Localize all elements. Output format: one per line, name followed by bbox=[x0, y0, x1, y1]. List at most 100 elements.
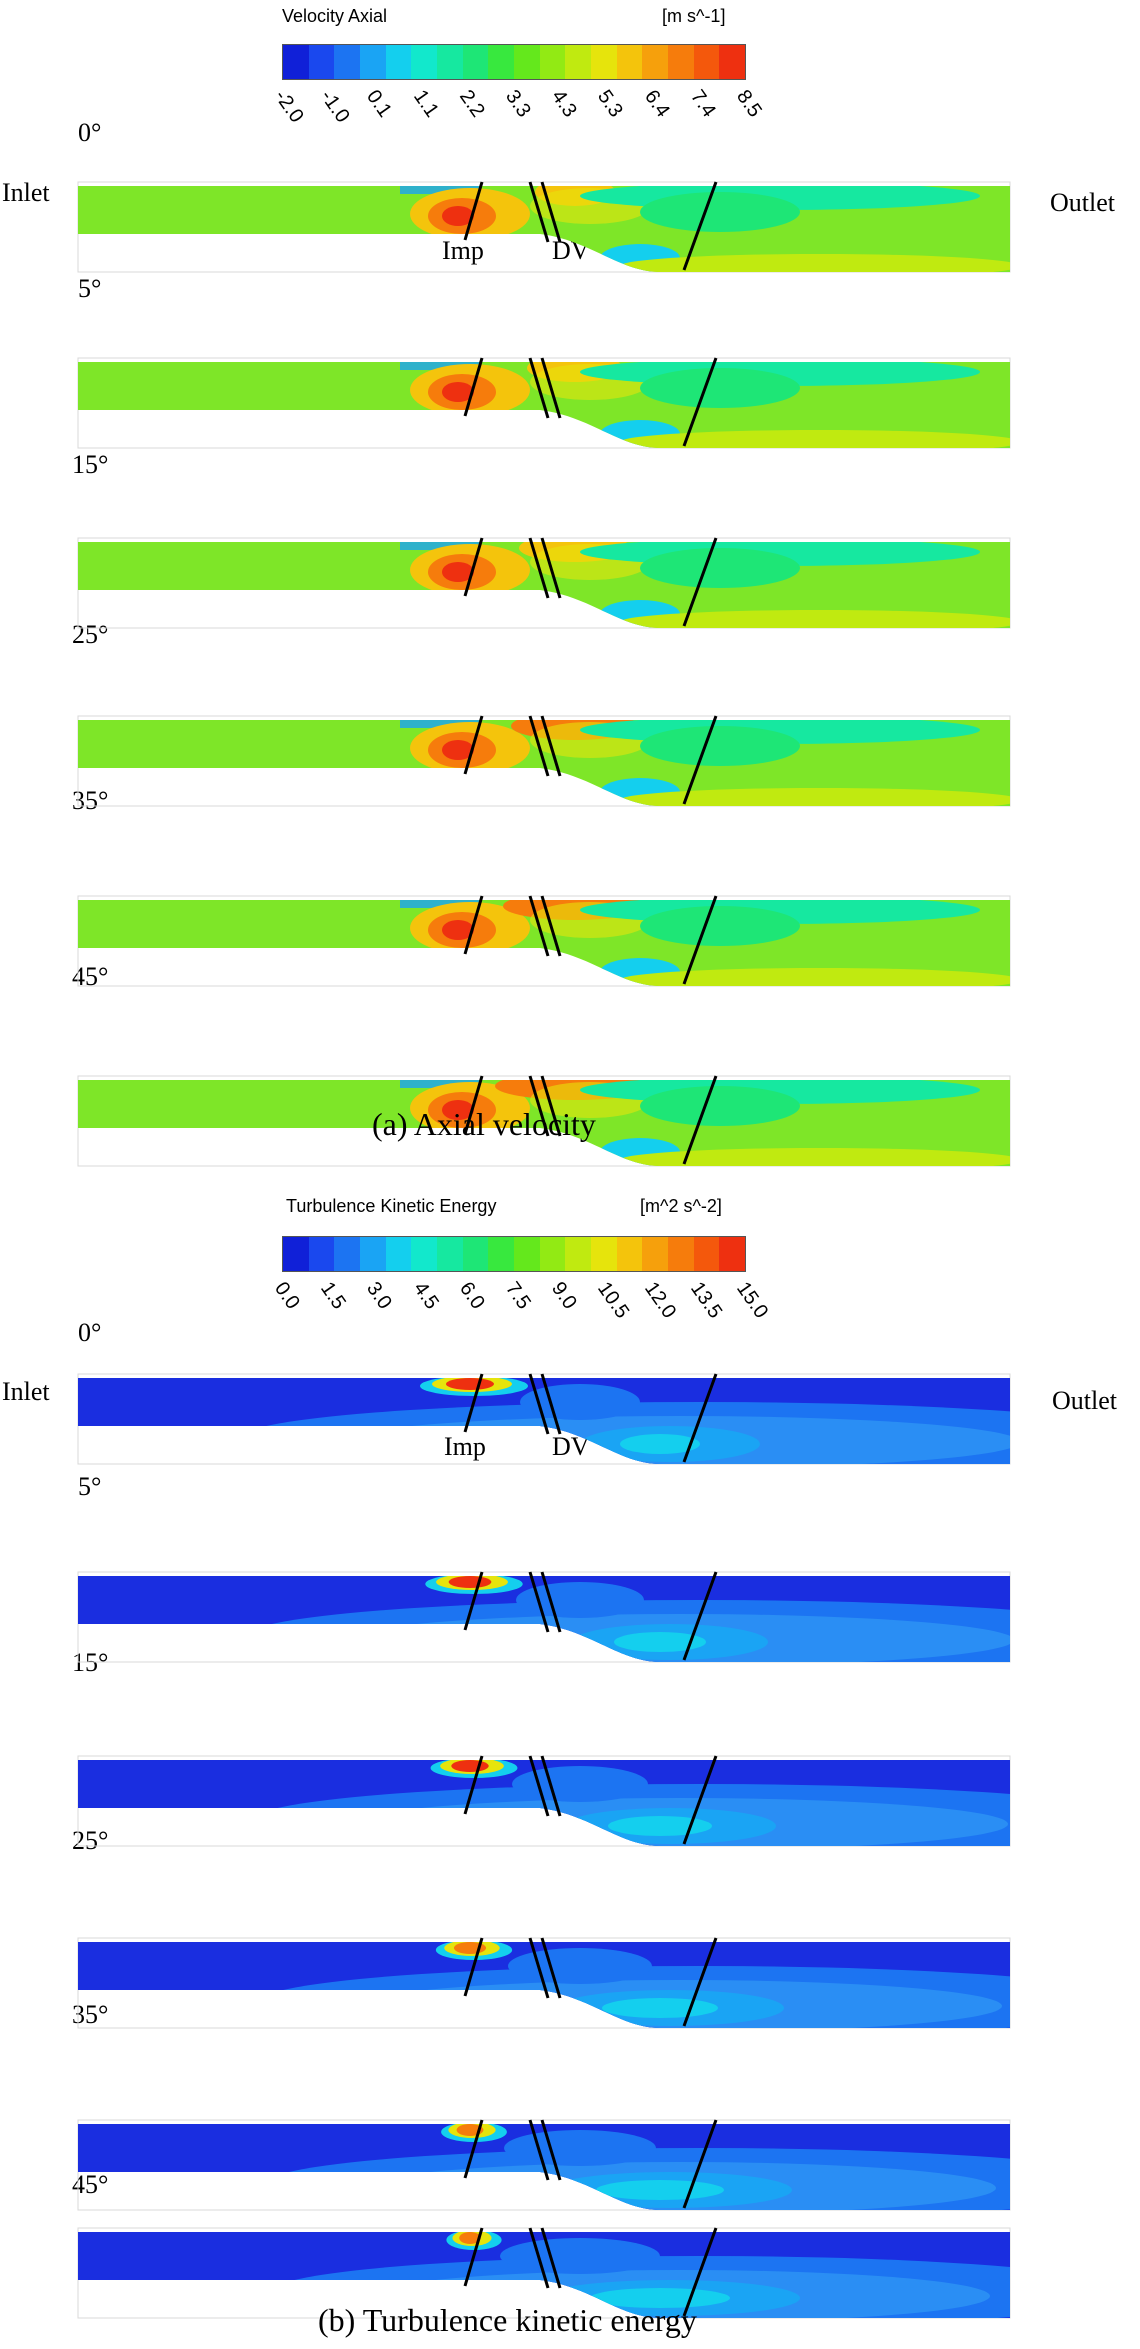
tke-contour-panel bbox=[77, 2119, 1011, 2211]
velocity-colorbar-cell bbox=[437, 45, 463, 79]
tke-blade-line bbox=[540, 1571, 562, 1633]
tke-tick-label: 12.0 bbox=[639, 1278, 680, 1323]
velocity-tick-label: -1.0 bbox=[316, 86, 354, 127]
velocity-blade-line bbox=[463, 715, 484, 775]
tke-blade-line bbox=[682, 1755, 718, 1845]
velocity-blade-line bbox=[682, 357, 718, 447]
tke-colorbar-cell bbox=[539, 1237, 566, 1271]
angle-label-0: 0° bbox=[78, 118, 102, 147]
velocity-blade-line bbox=[540, 357, 562, 419]
velocity-contour-field bbox=[78, 542, 1010, 628]
tke-colorbar-cell bbox=[283, 1237, 309, 1271]
tke-colorbar-cell bbox=[437, 1237, 463, 1271]
velocity-contour-field bbox=[78, 720, 1010, 806]
tke-blade-line bbox=[682, 2227, 718, 2317]
tke-blade-line bbox=[540, 1937, 562, 1999]
velocity-colorbar-cell bbox=[488, 45, 515, 79]
tke-blade-line bbox=[528, 1937, 550, 1999]
tke-colorbar-cell bbox=[616, 1237, 643, 1271]
tke-legend: Turbulence Kinetic Energy [m^2 s^-2] 0.0… bbox=[269, 1192, 782, 1332]
tke-blade-line bbox=[463, 1373, 484, 1433]
velocity-blade-line bbox=[528, 895, 550, 957]
tke-blade-line bbox=[682, 1373, 718, 1463]
tke-blade-line bbox=[528, 1755, 550, 1817]
velocity-blade-line bbox=[463, 357, 484, 417]
tke-colorbar-cell bbox=[693, 1237, 720, 1271]
velocity-tick-label: 8.5 bbox=[731, 86, 766, 122]
tke-tick-label: 6.0 bbox=[454, 1278, 489, 1314]
velocity-contour-field bbox=[78, 186, 1010, 272]
velocity-tick-label: 7.4 bbox=[685, 86, 720, 122]
angle-label-b-0: 0° bbox=[78, 1318, 102, 1347]
velocity-blade-line bbox=[540, 537, 562, 599]
velocity-colorbar-cell bbox=[616, 45, 643, 79]
tke-colorbar-cell bbox=[642, 1237, 669, 1271]
tke-blade-line bbox=[528, 1571, 550, 1633]
velocity-colorbar-cell bbox=[283, 45, 309, 79]
tke-tick-label: 10.5 bbox=[593, 1278, 634, 1323]
velocity-blade-line bbox=[682, 895, 718, 985]
angle-label-b-5: 5° bbox=[78, 1472, 102, 1501]
tke-contour-field bbox=[78, 1576, 1010, 1662]
tke-colorbar bbox=[282, 1236, 746, 1272]
velocity-contour-field bbox=[78, 900, 1010, 986]
tke-blade-line bbox=[528, 2227, 550, 2289]
velocity-blade-line bbox=[463, 895, 484, 955]
velocity-colorbar-cell bbox=[334, 45, 361, 79]
velocity-blade-line bbox=[528, 715, 550, 777]
tke-tick-label: 1.5 bbox=[316, 1278, 351, 1314]
tke-colorbar-cell bbox=[462, 1237, 489, 1271]
tke-blade-line bbox=[463, 1755, 484, 1815]
caption-b: (b) Turbulence kinetic energy bbox=[318, 2302, 697, 2338]
velocity-tick-label: 6.4 bbox=[639, 86, 674, 122]
velocity-colorbar-cell bbox=[411, 45, 438, 79]
velocity-contour-field bbox=[78, 362, 1010, 448]
tke-colorbar-cell bbox=[411, 1237, 438, 1271]
velocity-blade-line bbox=[463, 537, 484, 597]
impeller-label-b: Imp bbox=[444, 1432, 486, 1461]
outlet-label: Outlet bbox=[1050, 188, 1115, 217]
tke-contour-panel bbox=[77, 1755, 1011, 1847]
tke-colorbar-cell bbox=[668, 1237, 694, 1271]
tke-contour-panel bbox=[77, 1571, 1011, 1663]
velocity-colorbar-cell bbox=[693, 45, 720, 79]
tke-tick-label: 13.5 bbox=[685, 1278, 727, 1323]
tke-blade-line bbox=[540, 1373, 562, 1435]
tke-colorbar-cell bbox=[385, 1237, 412, 1271]
tke-blade-line bbox=[540, 1755, 562, 1817]
tke-blade-line bbox=[463, 2227, 484, 2287]
tke-colorbar-cell bbox=[360, 1237, 386, 1271]
velocity-blade-line bbox=[528, 357, 550, 419]
velocity-contour-panel bbox=[77, 357, 1011, 449]
velocity-blade-line bbox=[463, 181, 484, 241]
tke-contour-field bbox=[78, 1942, 1010, 2028]
tke-contour-panel bbox=[77, 2227, 1011, 2319]
tke-tick-label: 4.5 bbox=[408, 1278, 443, 1314]
velocity-legend-title: Velocity Axial bbox=[282, 6, 388, 26]
tke-blade-line bbox=[682, 2119, 718, 2209]
velocity-tick-label: 2.2 bbox=[454, 86, 489, 122]
caption-a: (a) Axial velocity bbox=[372, 1106, 596, 1142]
tke-contour-panel bbox=[77, 1937, 1011, 2029]
tke-contour-field bbox=[78, 1760, 1010, 1846]
velocity-blade-line bbox=[528, 181, 550, 243]
velocity-colorbar bbox=[282, 44, 746, 80]
tke-contour-panel bbox=[77, 1373, 1011, 1465]
tke-tick-label: 0.0 bbox=[269, 1278, 304, 1314]
tke-colorbar-cell bbox=[488, 1237, 515, 1271]
tke-colorbar-cell bbox=[308, 1237, 335, 1271]
velocity-blade-line bbox=[682, 181, 718, 271]
velocity-blade-line bbox=[540, 895, 562, 957]
tke-legend-units: [m^2 s^-2] bbox=[640, 1196, 722, 1216]
velocity-contour-panel bbox=[77, 715, 1011, 807]
velocity-blade-line bbox=[682, 1075, 718, 1165]
tke-blade-line bbox=[540, 2227, 562, 2289]
tke-tick-label: 3.0 bbox=[362, 1278, 397, 1314]
tke-colorbar-cell bbox=[514, 1237, 540, 1271]
angle-label-5: 5° bbox=[78, 274, 102, 303]
velocity-tick-label: 4.3 bbox=[547, 86, 582, 122]
impeller-label: Imp bbox=[442, 236, 484, 265]
tke-blade-line bbox=[463, 2119, 484, 2179]
tke-blade-line bbox=[682, 1571, 718, 1661]
inlet-label-b: Inlet bbox=[2, 1377, 50, 1406]
